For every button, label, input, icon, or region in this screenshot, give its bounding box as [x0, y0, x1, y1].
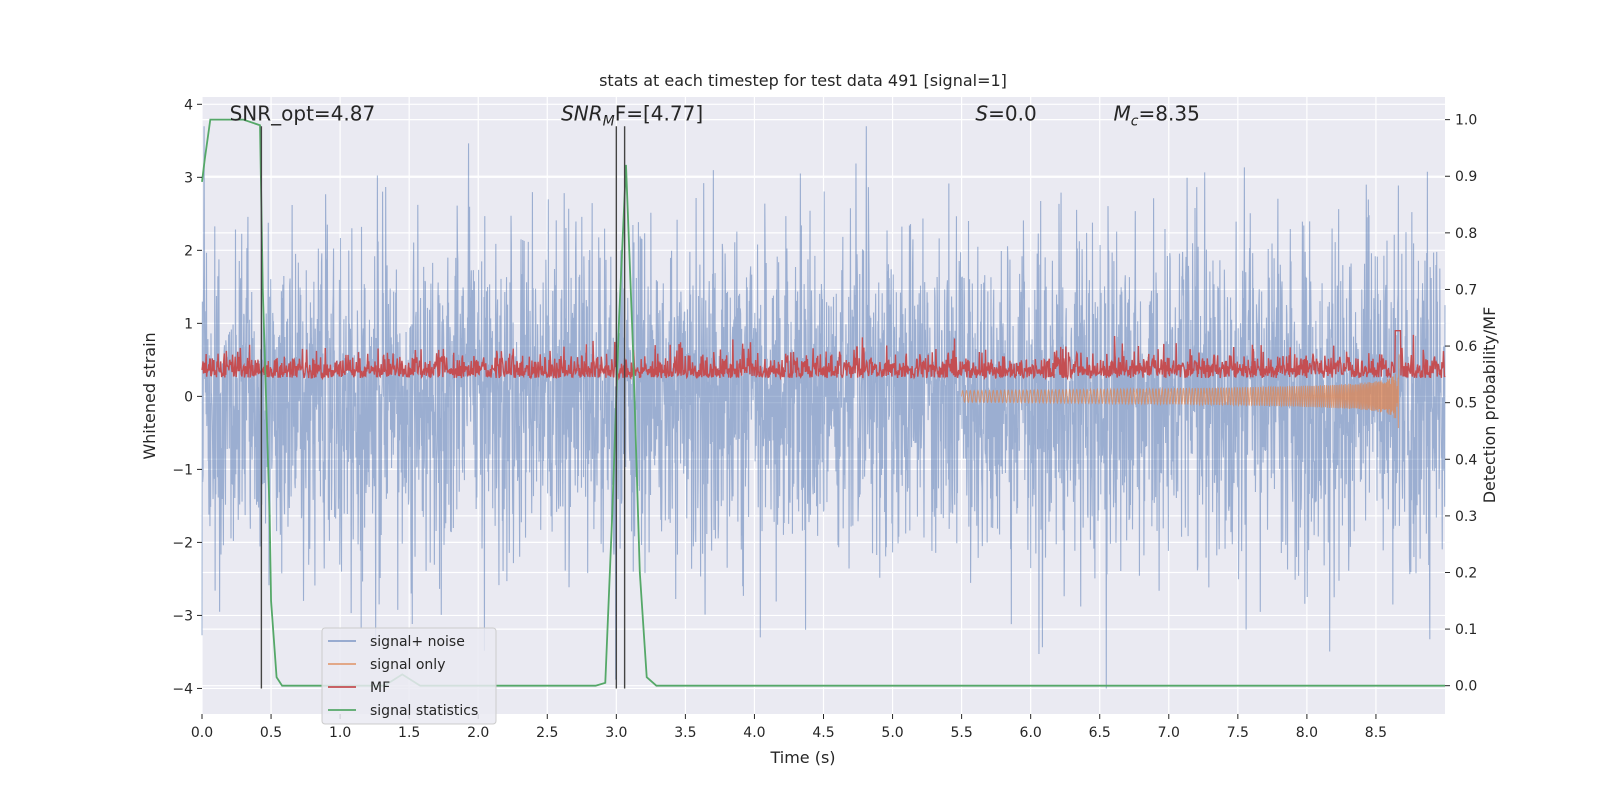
x-tick-label: 6.0	[1020, 725, 1042, 741]
y-tick-label-left: 3	[184, 170, 193, 186]
annotation: SNR_opt=4.87	[230, 101, 376, 125]
y-tick-label-left: −4	[172, 681, 193, 697]
y-axis-label-right: Detection probability/MF	[1480, 307, 1499, 504]
y-tick-label-left: −2	[172, 535, 193, 551]
y-tick-label-right: 0.2	[1455, 565, 1477, 581]
y-tick-label-right: 1.0	[1455, 113, 1477, 129]
x-tick-label: 1.0	[329, 725, 351, 741]
legend-box	[321, 627, 497, 725]
legend-label: signal statistics	[370, 703, 478, 719]
y-tick-label-right: 0.9	[1455, 169, 1477, 185]
y-tick-label-right: 0.0	[1455, 679, 1477, 695]
y-tick-label-right: 0.1	[1455, 622, 1477, 638]
x-tick-label: 7.0	[1158, 725, 1180, 741]
x-tick-label: 2.0	[467, 725, 489, 741]
y-axis-right: 0.0 0.1 0.2 0.3 0.4 0.5 0.6 0.7 0.8 0.9 1.0	[1445, 113, 1477, 695]
y-tick-label-left: −3	[172, 608, 193, 624]
y-axis-left: −4 −3 −2 −1 0 1 2 3 4	[172, 97, 202, 697]
legend: signal+ noise signal only MF signal statist…	[321, 627, 497, 725]
y-tick-label-left: 2	[184, 243, 193, 259]
annotation: Mc=8.35	[1114, 101, 1200, 129]
x-tick-label: 0.5	[260, 725, 282, 741]
x-tick-label: 5.5	[950, 725, 972, 741]
y-tick-label-right: 0.4	[1455, 452, 1477, 468]
y-tick-label-left: 1	[184, 316, 193, 332]
annotation: S=0.0	[975, 101, 1036, 125]
x-tick-label: 4.5	[812, 725, 834, 741]
x-tick-label: 4.0	[743, 725, 765, 741]
chart-title: stats at each timestep for test data 491…	[599, 71, 1007, 90]
legend-label: MF	[370, 680, 390, 696]
series-mf	[201, 329, 1446, 381]
x-tick-label: 2.5	[536, 725, 558, 741]
x-tick-label: 8.0	[1296, 725, 1318, 741]
y-tick-label-left: 0	[184, 389, 193, 405]
x-tick-label: 3.5	[674, 725, 696, 741]
x-axis-label: Time (s)	[769, 748, 835, 767]
x-tick-label: 0.0	[191, 725, 213, 741]
x-tick-label: 5.0	[881, 725, 903, 741]
legend-label: signal only	[370, 657, 445, 673]
x-tick-label: 1.5	[398, 725, 420, 741]
y-axis-label-left: Whitened strain	[140, 332, 159, 459]
x-axis: 0.0 0.5 1.0 1.5 2.0 2.5 3.0 3.5 4.0 4.5 5.0 5.5 6.0 6…	[191, 714, 1387, 741]
series-signal-noise	[201, 126, 1446, 689]
y-tick-label-left: −1	[172, 462, 193, 478]
x-tick-label: 8.5	[1365, 725, 1387, 741]
y-tick-label-right: 0.5	[1455, 396, 1477, 412]
y-tick-label-right: 0.7	[1455, 282, 1477, 298]
annotation: SNRMF=[4.77]	[561, 101, 703, 129]
y-tick-label-right: 0.3	[1455, 509, 1477, 525]
x-tick-label: 6.5	[1089, 725, 1111, 741]
x-tick-label: 7.5	[1227, 725, 1249, 741]
annotations: SNR_opt=4.87 SNRMF=[4.77] S=0.0 Mc=8.35	[230, 101, 1200, 129]
x-tick-label: 3.0	[605, 725, 627, 741]
y-tick-label-left: 4	[184, 97, 193, 113]
legend-label: signal+ noise	[370, 634, 465, 650]
y-tick-label-right: 0.8	[1455, 226, 1477, 242]
y-tick-label-right: 0.6	[1455, 339, 1477, 355]
vertical-lines	[260, 126, 626, 689]
series-signal-only	[961, 353, 1400, 429]
